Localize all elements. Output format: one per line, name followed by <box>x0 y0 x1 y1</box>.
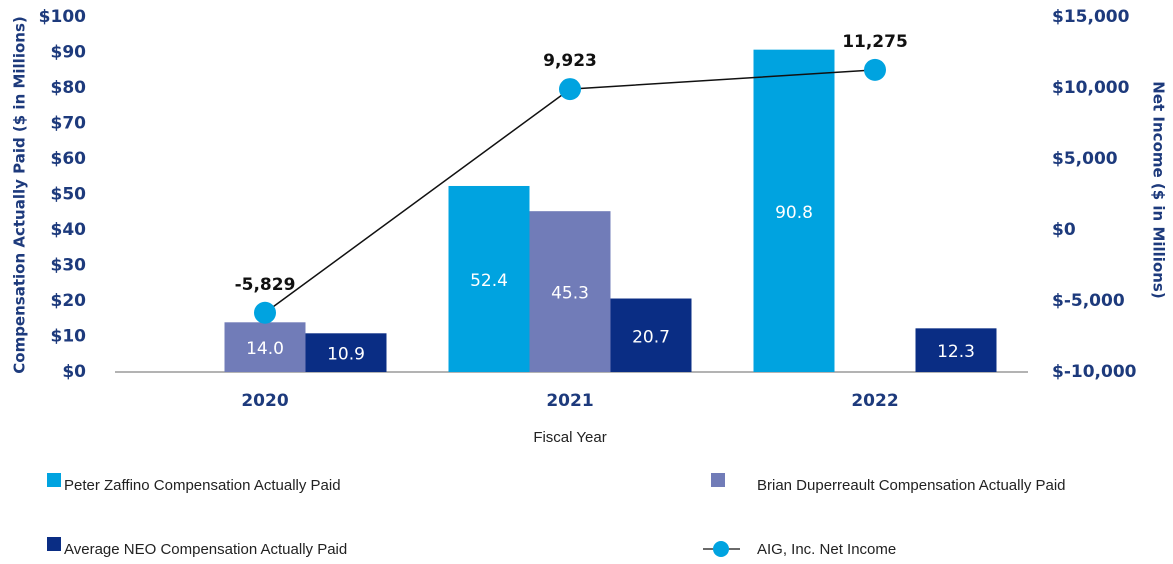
bar-value-label: 90.8 <box>775 203 813 223</box>
y-tick-label: $100 <box>39 7 86 27</box>
line-point <box>254 301 276 324</box>
y2-tick-label: $-5,000 <box>1052 291 1125 311</box>
legend-swatch <box>711 473 725 487</box>
y-tick-label: $50 <box>51 185 87 205</box>
bar <box>448 185 530 372</box>
x-tick-label: 2020 <box>241 391 288 411</box>
legend-label: Average NEO Compensation Actually Paid <box>64 541 347 558</box>
legend-label: Brian Duperreault Compensation Actually … <box>757 477 1066 494</box>
bar-value-label: 20.7 <box>632 327 670 347</box>
point-value-label: 9,923 <box>543 51 597 71</box>
y2-axis-title: Net Income ($ in Millions) <box>1150 81 1168 298</box>
bar-value-label: 12.3 <box>937 342 975 362</box>
y-tick-label: $40 <box>51 220 87 240</box>
bar-value-label: 52.4 <box>470 271 508 291</box>
line-point <box>559 78 581 101</box>
legend-label: AIG, Inc. Net Income <box>757 541 896 558</box>
bar-value-label: 14.0 <box>246 339 284 359</box>
y-tick-label: $60 <box>51 149 87 169</box>
bar <box>224 322 306 372</box>
x-axis-title: Fiscal Year <box>533 429 606 446</box>
y-tick-label: $70 <box>51 114 87 134</box>
y-tick-label: $80 <box>51 78 87 98</box>
legend-swatch <box>47 537 61 551</box>
bar <box>915 328 997 372</box>
y-tick-label: $90 <box>51 43 87 63</box>
y2-tick-label: $0 <box>1052 220 1076 240</box>
bar <box>529 211 611 372</box>
bar <box>610 298 692 372</box>
y2-tick-label: $-10,000 <box>1052 362 1137 382</box>
y2-tick-label: $10,000 <box>1052 78 1130 98</box>
line-point <box>864 58 886 81</box>
bar <box>305 333 387 372</box>
legend-swatch <box>47 473 61 487</box>
bar-value-label: 45.3 <box>551 284 589 304</box>
y-axis-title: Compensation Actually Paid ($ in Million… <box>11 16 29 374</box>
y-tick-label: $20 <box>51 291 87 311</box>
y-tick-label: $0 <box>62 362 86 382</box>
point-value-label: 11,275 <box>842 32 908 52</box>
y-tick-label: $30 <box>51 256 87 276</box>
point-value-label: -5,829 <box>235 275 296 295</box>
x-tick-label: 2021 <box>546 391 593 411</box>
bar <box>753 49 835 372</box>
y2-tick-label: $15,000 <box>1052 7 1130 27</box>
bar-value-label: 10.9 <box>327 345 365 365</box>
y-tick-label: $10 <box>51 327 87 347</box>
legend-label: Peter Zaffino Compensation Actually Paid <box>64 477 341 494</box>
y2-tick-label: $5,000 <box>1052 149 1118 169</box>
x-tick-label: 2022 <box>851 391 898 411</box>
legend-marker <box>713 541 729 557</box>
